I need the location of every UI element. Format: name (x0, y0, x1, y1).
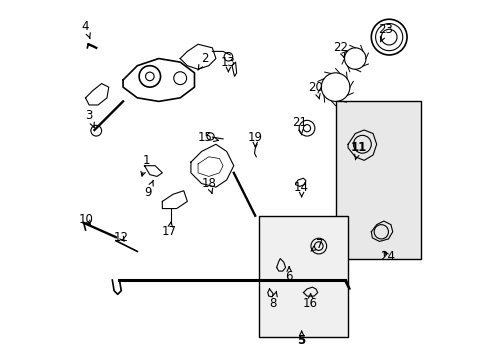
Text: 2: 2 (198, 52, 208, 70)
Text: 10: 10 (79, 213, 94, 226)
Text: 11: 11 (350, 141, 366, 160)
Text: 5: 5 (297, 331, 305, 347)
Text: 3: 3 (85, 109, 94, 128)
Text: 24: 24 (379, 250, 394, 263)
Text: 18: 18 (201, 177, 216, 193)
Text: 9: 9 (144, 181, 153, 199)
FancyBboxPatch shape (258, 216, 347, 337)
Text: 6: 6 (285, 267, 292, 283)
Text: 14: 14 (294, 181, 308, 197)
Text: 16: 16 (303, 293, 317, 310)
Text: 12: 12 (114, 231, 128, 244)
Text: 21: 21 (292, 116, 307, 135)
Text: 7: 7 (310, 238, 323, 251)
Text: 8: 8 (269, 291, 277, 310)
Text: 20: 20 (308, 81, 323, 99)
Text: 23: 23 (377, 23, 392, 42)
Text: 1: 1 (141, 154, 150, 176)
Text: 22: 22 (333, 41, 348, 58)
FancyBboxPatch shape (335, 102, 421, 258)
Text: 13: 13 (221, 55, 235, 72)
Text: 15: 15 (197, 131, 218, 144)
Text: 4: 4 (81, 20, 90, 39)
Text: 19: 19 (247, 131, 262, 147)
Text: 17: 17 (162, 222, 177, 238)
